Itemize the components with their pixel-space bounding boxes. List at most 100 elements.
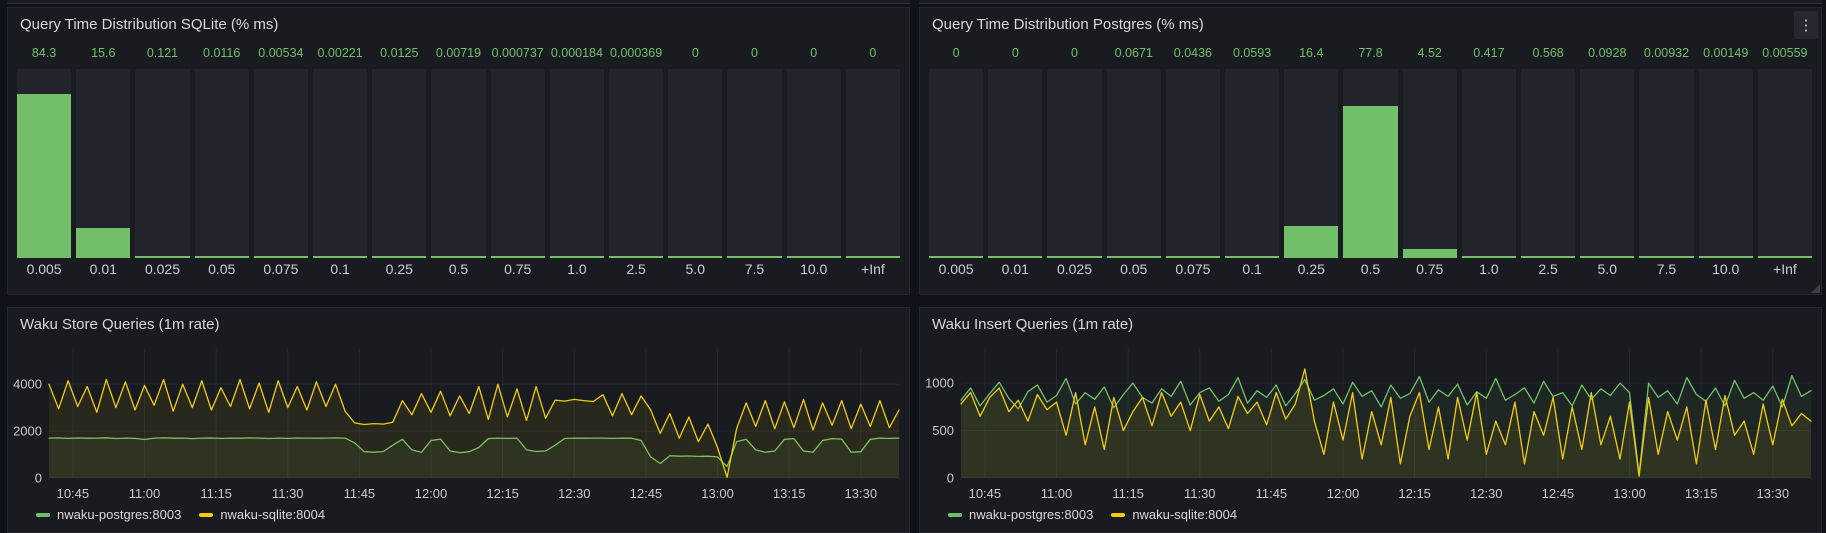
histogram-x-label: 0.5 <box>448 261 469 277</box>
histogram-value-label: 0.0436 <box>1173 46 1213 60</box>
histogram-bar[interactable] <box>1343 69 1398 258</box>
histogram-value-label: 0 <box>1071 46 1078 60</box>
x-tick-label: 13:30 <box>1757 486 1790 501</box>
histogram-x-label: 2.5 <box>626 261 646 277</box>
histogram-bar[interactable] <box>253 69 308 258</box>
histogram-bar-fill <box>372 256 427 258</box>
histogram-bars[interactable] <box>8 69 909 258</box>
histogram-bar-fill <box>988 256 1043 258</box>
panel-title[interactable]: Query Time Distribution SQLite (% ms) <box>20 16 279 33</box>
y-tick-label: 4000 <box>13 377 42 392</box>
time-series-canvas[interactable]: 0 2000 4000 10:45 11:00 11:15 11:30 11:45 12:00 1… <box>8 308 910 533</box>
series-line-nwaku-sqlite:8004 <box>960 368 1812 477</box>
histogram-bar[interactable] <box>1165 69 1220 258</box>
panel-title[interactable]: Query Time Distribution Postgres (% ms) <box>932 16 1204 33</box>
histogram-bar[interactable] <box>76 69 131 258</box>
histogram-bar[interactable] <box>1639 69 1694 258</box>
histogram-bar-fill <box>668 256 723 258</box>
panel-query-time-distribution-postgres: Query Time Distribution Postgres (% ms) … <box>919 7 1822 295</box>
histogram-value-label: 4.52 <box>1417 46 1442 60</box>
histogram-value-label: 0.00559 <box>1762 46 1808 60</box>
panel-title[interactable]: Waku Insert Queries (1m rate) <box>932 316 1134 333</box>
histogram-bar[interactable] <box>372 69 427 258</box>
histogram-bar[interactable] <box>431 69 486 258</box>
legend-item[interactable]: nwaku-sqlite:8004 <box>199 507 325 522</box>
legend-item[interactable]: nwaku-postgres:8003 <box>948 507 1093 522</box>
legend-item[interactable]: nwaku-sqlite:8004 <box>1111 507 1237 522</box>
histogram-bar-fill <box>929 256 984 258</box>
histogram-x-label: 2.5 <box>1538 261 1558 277</box>
histogram-value-label: 0 <box>810 46 818 60</box>
histogram-bar[interactable] <box>988 69 1043 258</box>
histogram-bar[interactable] <box>135 69 190 258</box>
histogram-value-label: 0.000369 <box>610 46 663 60</box>
histogram-x-label: 5.0 <box>685 261 706 277</box>
legend-label: nwaku-sqlite:8004 <box>220 507 326 522</box>
partial-panel-above-right <box>919 0 1822 4</box>
histogram-x-label: 1.0 <box>567 261 587 277</box>
histogram-bar[interactable] <box>845 69 900 258</box>
legend-swatch-icon <box>36 512 50 517</box>
x-tick-label: 11:45 <box>1256 486 1288 501</box>
histogram-value-label: 0.417 <box>1473 46 1505 60</box>
y-tick-label: 0 <box>947 471 954 486</box>
histogram-bar[interactable] <box>1521 69 1576 258</box>
histogram-bar[interactable] <box>1580 69 1635 258</box>
histogram-value-label: 0.00719 <box>435 46 482 60</box>
histogram-x-label: 0.1 <box>1242 261 1262 277</box>
histogram-value-label: 77.8 <box>1358 46 1383 60</box>
histogram-bar[interactable] <box>313 69 368 258</box>
series-area-nwaku-postgres:8003 <box>49 437 899 478</box>
histogram-bar[interactable] <box>17 69 72 258</box>
histogram-value-label: 0.0125 <box>380 46 419 60</box>
histogram-bar[interactable] <box>727 69 782 258</box>
histogram-bar[interactable] <box>668 69 723 258</box>
x-tick-label: 12:30 <box>1470 486 1503 501</box>
histogram-bar[interactable] <box>1757 69 1812 258</box>
histogram-bar[interactable] <box>1698 69 1753 258</box>
histogram-bars[interactable] <box>920 69 1821 258</box>
histogram-bar[interactable] <box>1047 69 1102 258</box>
legend-item[interactable]: nwaku-postgres:8003 <box>36 507 181 522</box>
histogram-bar-fill <box>76 227 131 258</box>
panel-menu-icon[interactable]: ⋮ <box>1794 11 1818 39</box>
histogram-bar-fill <box>431 256 486 258</box>
series-line-nwaku-sqlite:8004 <box>48 378 900 478</box>
x-tick-label: 11:30 <box>1184 486 1216 501</box>
histogram-x-label: 0.75 <box>1416 261 1444 277</box>
legend-swatch-icon <box>1111 512 1126 517</box>
series-area-nwaku-sqlite:8004 <box>49 379 899 478</box>
histogram-bar-fill <box>1698 256 1753 258</box>
histogram-bar-fill <box>135 256 190 258</box>
time-series-canvas[interactable]: 0 500 1000 10:45 11:00 11:15 11:30 11:45 12:00 12… <box>920 308 1822 533</box>
histogram-value-label: 0 <box>751 46 758 60</box>
histogram-x-label: 0.05 <box>1120 261 1148 277</box>
x-tick-label: 12:15 <box>486 486 519 501</box>
histogram-bar[interactable] <box>1225 69 1280 258</box>
histogram-bar[interactable] <box>609 69 664 258</box>
y-tick-label: 1000 <box>925 376 954 391</box>
panel-resize-handle[interactable] <box>1811 284 1820 293</box>
histogram-value-label: 0.00149 <box>1703 46 1749 60</box>
histogram-x-label: 0.025 <box>144 261 181 277</box>
series-line-nwaku-postgres:8003 <box>960 374 1812 475</box>
histogram-bar[interactable] <box>1284 69 1339 258</box>
histogram-value-label: 84.3 <box>31 46 57 60</box>
histogram-value-label: 0.00221 <box>317 46 363 60</box>
panel-title[interactable]: Waku Store Queries (1m rate) <box>20 316 220 333</box>
histogram-bar[interactable] <box>1106 69 1161 258</box>
histogram-bar[interactable] <box>929 69 984 258</box>
y-tick-label: 0 <box>35 471 42 486</box>
histogram-bar[interactable] <box>1402 69 1457 258</box>
histogram-bar[interactable] <box>490 69 545 258</box>
histogram-bar[interactable] <box>549 69 604 258</box>
histogram-x-label: 10.0 <box>1712 261 1740 277</box>
histogram-bar[interactable] <box>786 69 841 258</box>
histogram-bar-fill <box>1165 256 1220 258</box>
histogram-x-label: +Inf <box>1773 261 1797 277</box>
histogram-bar[interactable] <box>194 69 249 258</box>
histogram-bar-fill <box>1343 106 1398 258</box>
histogram-bar[interactable] <box>1461 69 1516 258</box>
histogram-value-label: 0.0116 <box>203 46 241 60</box>
panel-waku-store-queries: Waku Store Queries (1m rate) 0 2000 4000 10… <box>7 307 910 533</box>
